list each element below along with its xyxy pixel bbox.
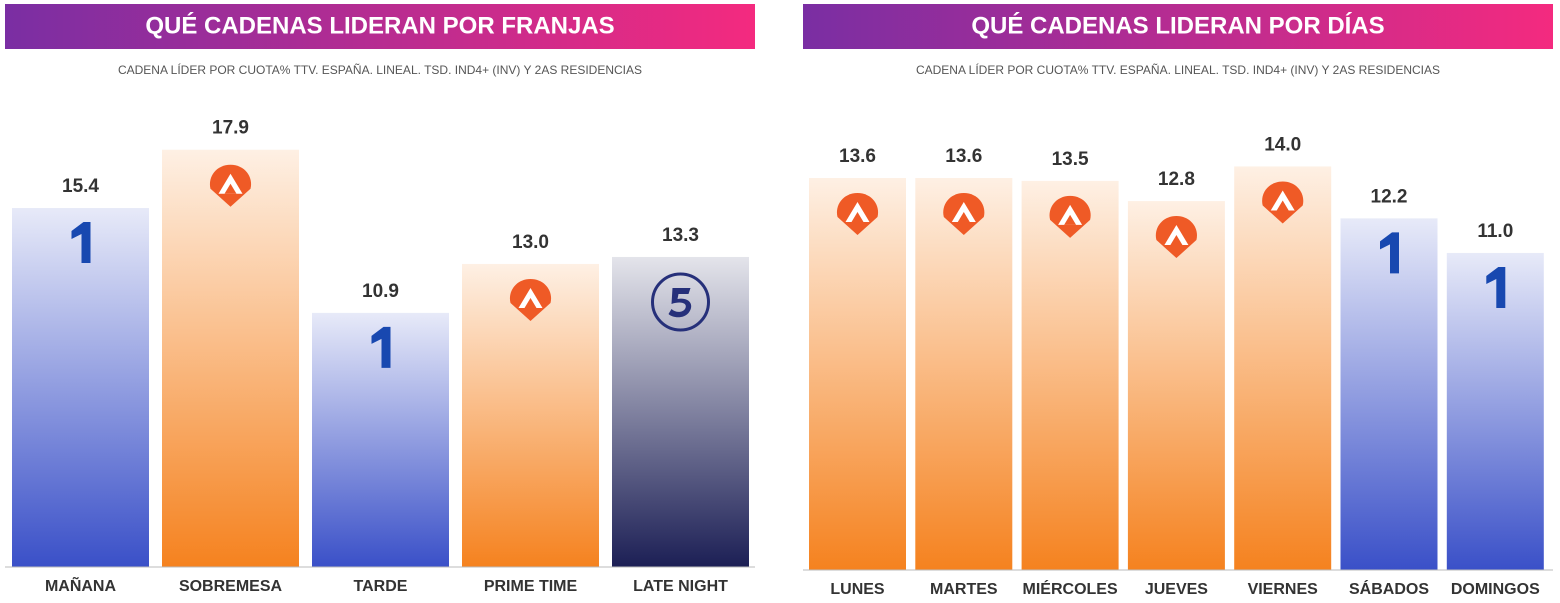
chart-title: QUÉ CADENAS LIDERAN POR DÍAS	[971, 11, 1384, 39]
value-label: 13.6	[945, 146, 982, 167]
x-tick-label: PRIME TIME	[484, 578, 578, 595]
x-tick-label: MIÉRCOLES	[1023, 579, 1118, 598]
bar	[162, 149, 299, 568]
bar	[1127, 201, 1225, 570]
value-label: 13.5	[1052, 149, 1089, 170]
value-label: 12.2	[1371, 186, 1408, 207]
channel-logo	[509, 278, 552, 321]
bar	[1340, 218, 1438, 570]
antena3-logo-mark	[524, 297, 537, 308]
x-tick-label: MAÑANA	[45, 575, 117, 595]
channel-logo	[71, 222, 91, 263]
la1-logo	[1380, 232, 1399, 274]
channel-logo	[836, 193, 879, 235]
antena3-logo-mark	[224, 183, 237, 194]
value-label: 14.0	[1264, 134, 1301, 155]
bar	[12, 208, 149, 567]
title-banner	[803, 4, 1553, 49]
x-tick-label: SOBREMESA	[179, 578, 283, 595]
la1-logo	[371, 326, 391, 368]
value-label: 10.9	[362, 281, 399, 302]
la1-logo	[71, 222, 91, 263]
chart-subtitle: CADENA LÍDER POR CUOTA% TTV. ESPAÑA. LIN…	[118, 62, 642, 77]
antena3-logo-mark	[851, 212, 864, 222]
value-label: 11.0	[1477, 221, 1513, 242]
value-label: 13.6	[839, 146, 876, 167]
x-tick-label: LATE NIGHT	[633, 578, 728, 595]
bar	[312, 312, 449, 567]
title-banner	[5, 4, 755, 49]
t5-logo-mark	[668, 287, 692, 318]
value-label: 15.4	[62, 176, 99, 197]
bar	[1446, 252, 1544, 571]
x-tick-label: TARDE	[354, 578, 408, 595]
value-label: 13.0	[512, 232, 549, 253]
channel-logo	[209, 164, 252, 207]
channel-logo	[943, 193, 985, 235]
x-tick-label: VIERNES	[1248, 581, 1319, 598]
chart-title: QUÉ CADENAS LIDERAN POR FRANJAS	[145, 11, 614, 39]
value-label: 17.9	[212, 118, 249, 139]
x-tick-label: DOMINGOS	[1451, 581, 1540, 598]
antena3-logo-mark	[1170, 235, 1183, 246]
channel-logo	[371, 326, 391, 368]
channel-logo	[1155, 216, 1197, 259]
t5-logo	[651, 272, 710, 332]
value-label: 12.8	[1158, 169, 1195, 190]
la1-logo	[1486, 266, 1506, 308]
antena3-logo-mark	[957, 212, 970, 222]
channel-logo	[1049, 195, 1091, 238]
bar	[915, 178, 1013, 570]
value-label: 13.3	[662, 225, 699, 246]
channel-logo	[1262, 181, 1304, 224]
antena3-logo-mark	[1064, 214, 1077, 225]
bar	[1021, 180, 1119, 570]
channel-logo	[1486, 266, 1506, 308]
x-tick-label: JUEVES	[1145, 581, 1208, 598]
bar	[809, 178, 906, 570]
bar	[1234, 166, 1332, 570]
antena3-logo-mark	[1276, 200, 1289, 211]
channel-logo	[1380, 232, 1399, 274]
x-tick-label: SÁBADOS	[1349, 579, 1429, 598]
channel-logo	[651, 272, 710, 332]
bar	[612, 256, 749, 567]
x-tick-label: LUNES	[830, 581, 885, 598]
chart-subtitle: CADENA LÍDER POR CUOTA% TTV. ESPAÑA. LIN…	[916, 62, 1440, 77]
x-tick-label: MARTES	[930, 581, 998, 598]
